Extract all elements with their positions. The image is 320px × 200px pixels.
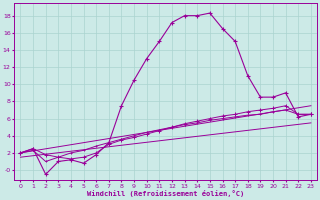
X-axis label: Windchill (Refroidissement éolien,°C): Windchill (Refroidissement éolien,°C) [87, 190, 244, 197]
